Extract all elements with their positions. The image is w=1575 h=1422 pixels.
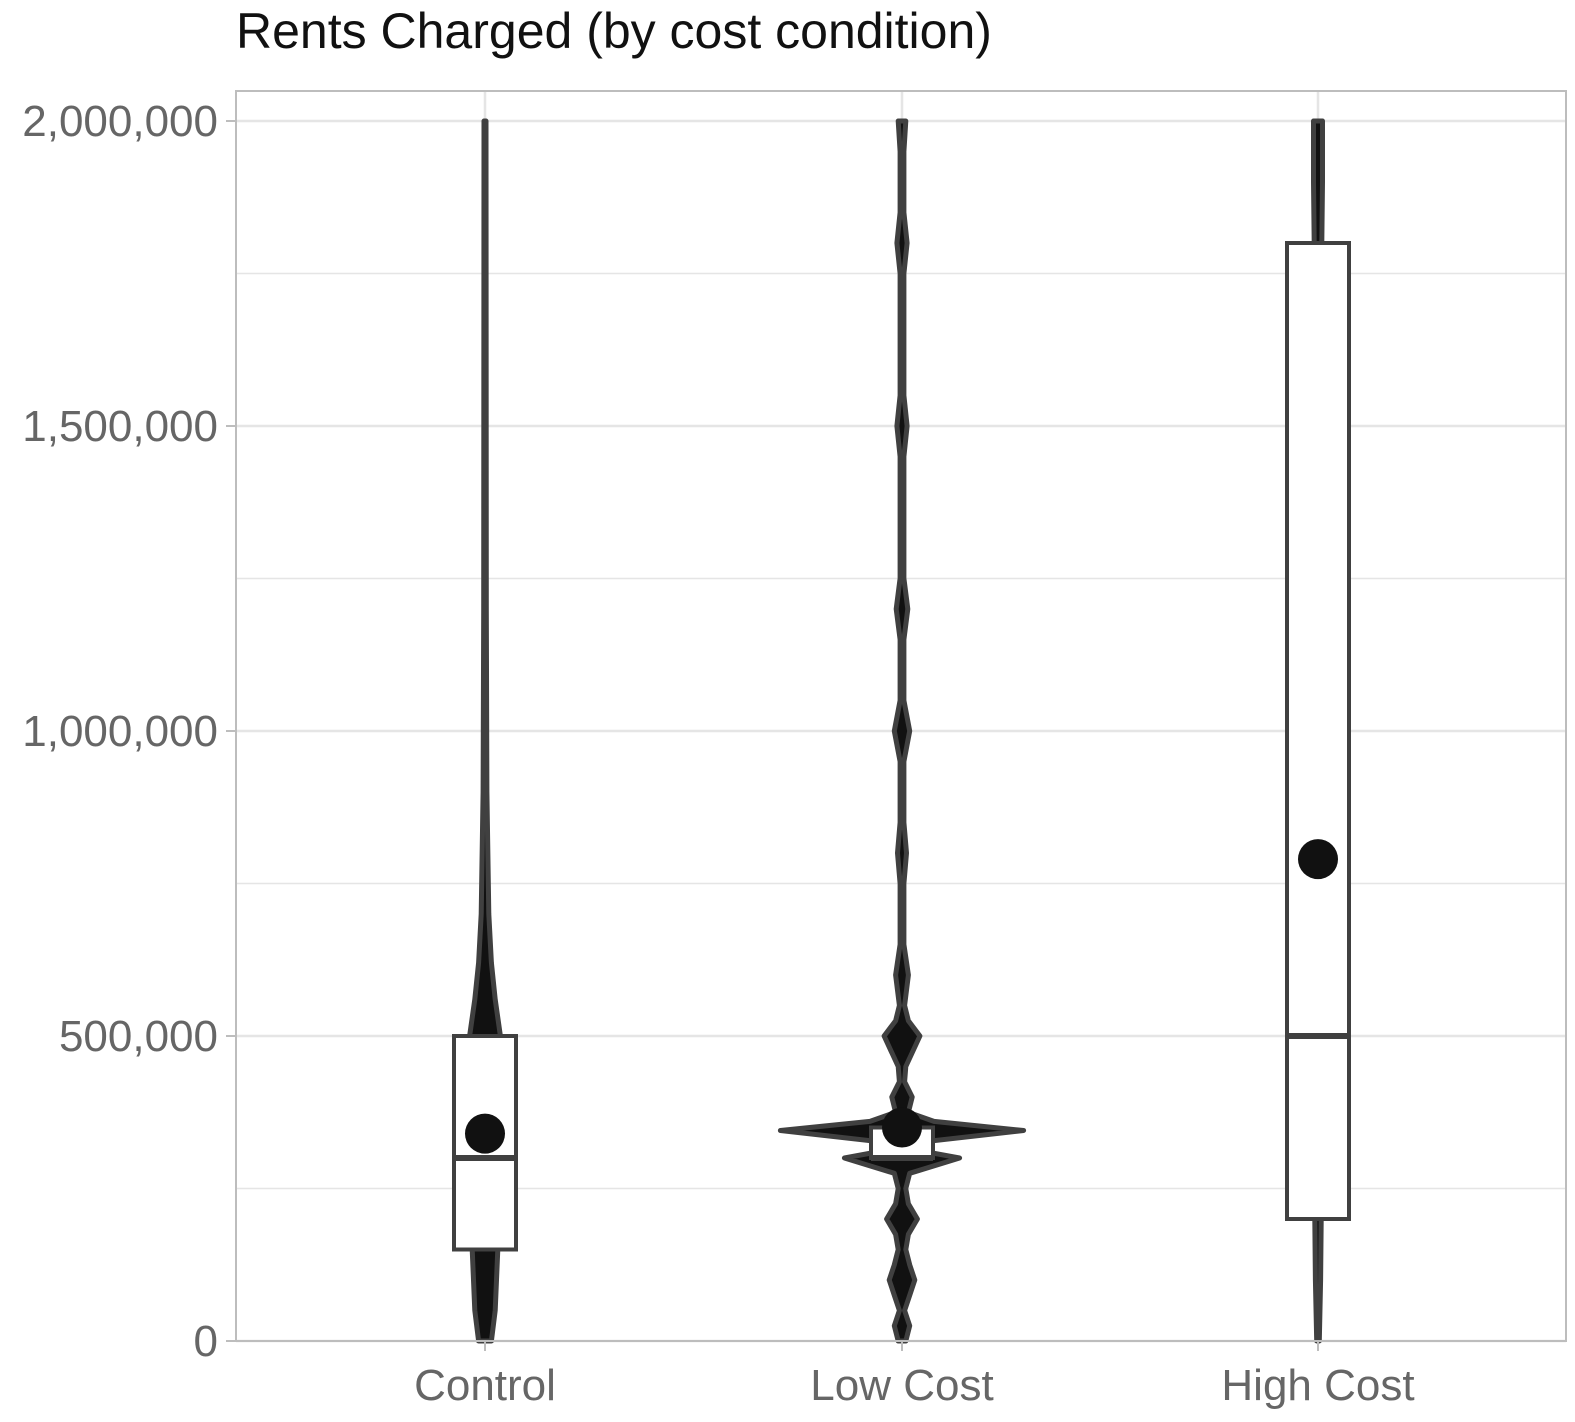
chart-title: Rents Charged (by cost condition) <box>236 3 992 59</box>
x-tick-label: Control <box>414 1361 556 1410</box>
mean-point-low-cost <box>882 1107 922 1148</box>
mean-points <box>465 839 1338 1154</box>
y-tick-label: 500,000 <box>59 1012 218 1061</box>
x-tick-label: High Cost <box>1221 1361 1414 1410</box>
y-tick-label: 1,500,000 <box>22 402 218 451</box>
y-tick-label: 0 <box>194 1317 218 1366</box>
x-axis-ticks: Control Low Cost High Cost <box>414 1341 1415 1410</box>
mean-point-high-cost <box>1298 839 1338 880</box>
mean-point-control <box>465 1113 505 1154</box>
boxplots <box>452 241 1351 1252</box>
y-tick-label: 1,000,000 <box>22 707 218 756</box>
box-high-cost <box>1285 241 1351 1221</box>
y-axis-ticks: 0 500,000 1,000,000 1,500,000 2,000,000 <box>22 97 236 1366</box>
y-tick-label: 2,000,000 <box>22 97 218 146</box>
x-tick-label: Low Cost <box>810 1361 993 1410</box>
